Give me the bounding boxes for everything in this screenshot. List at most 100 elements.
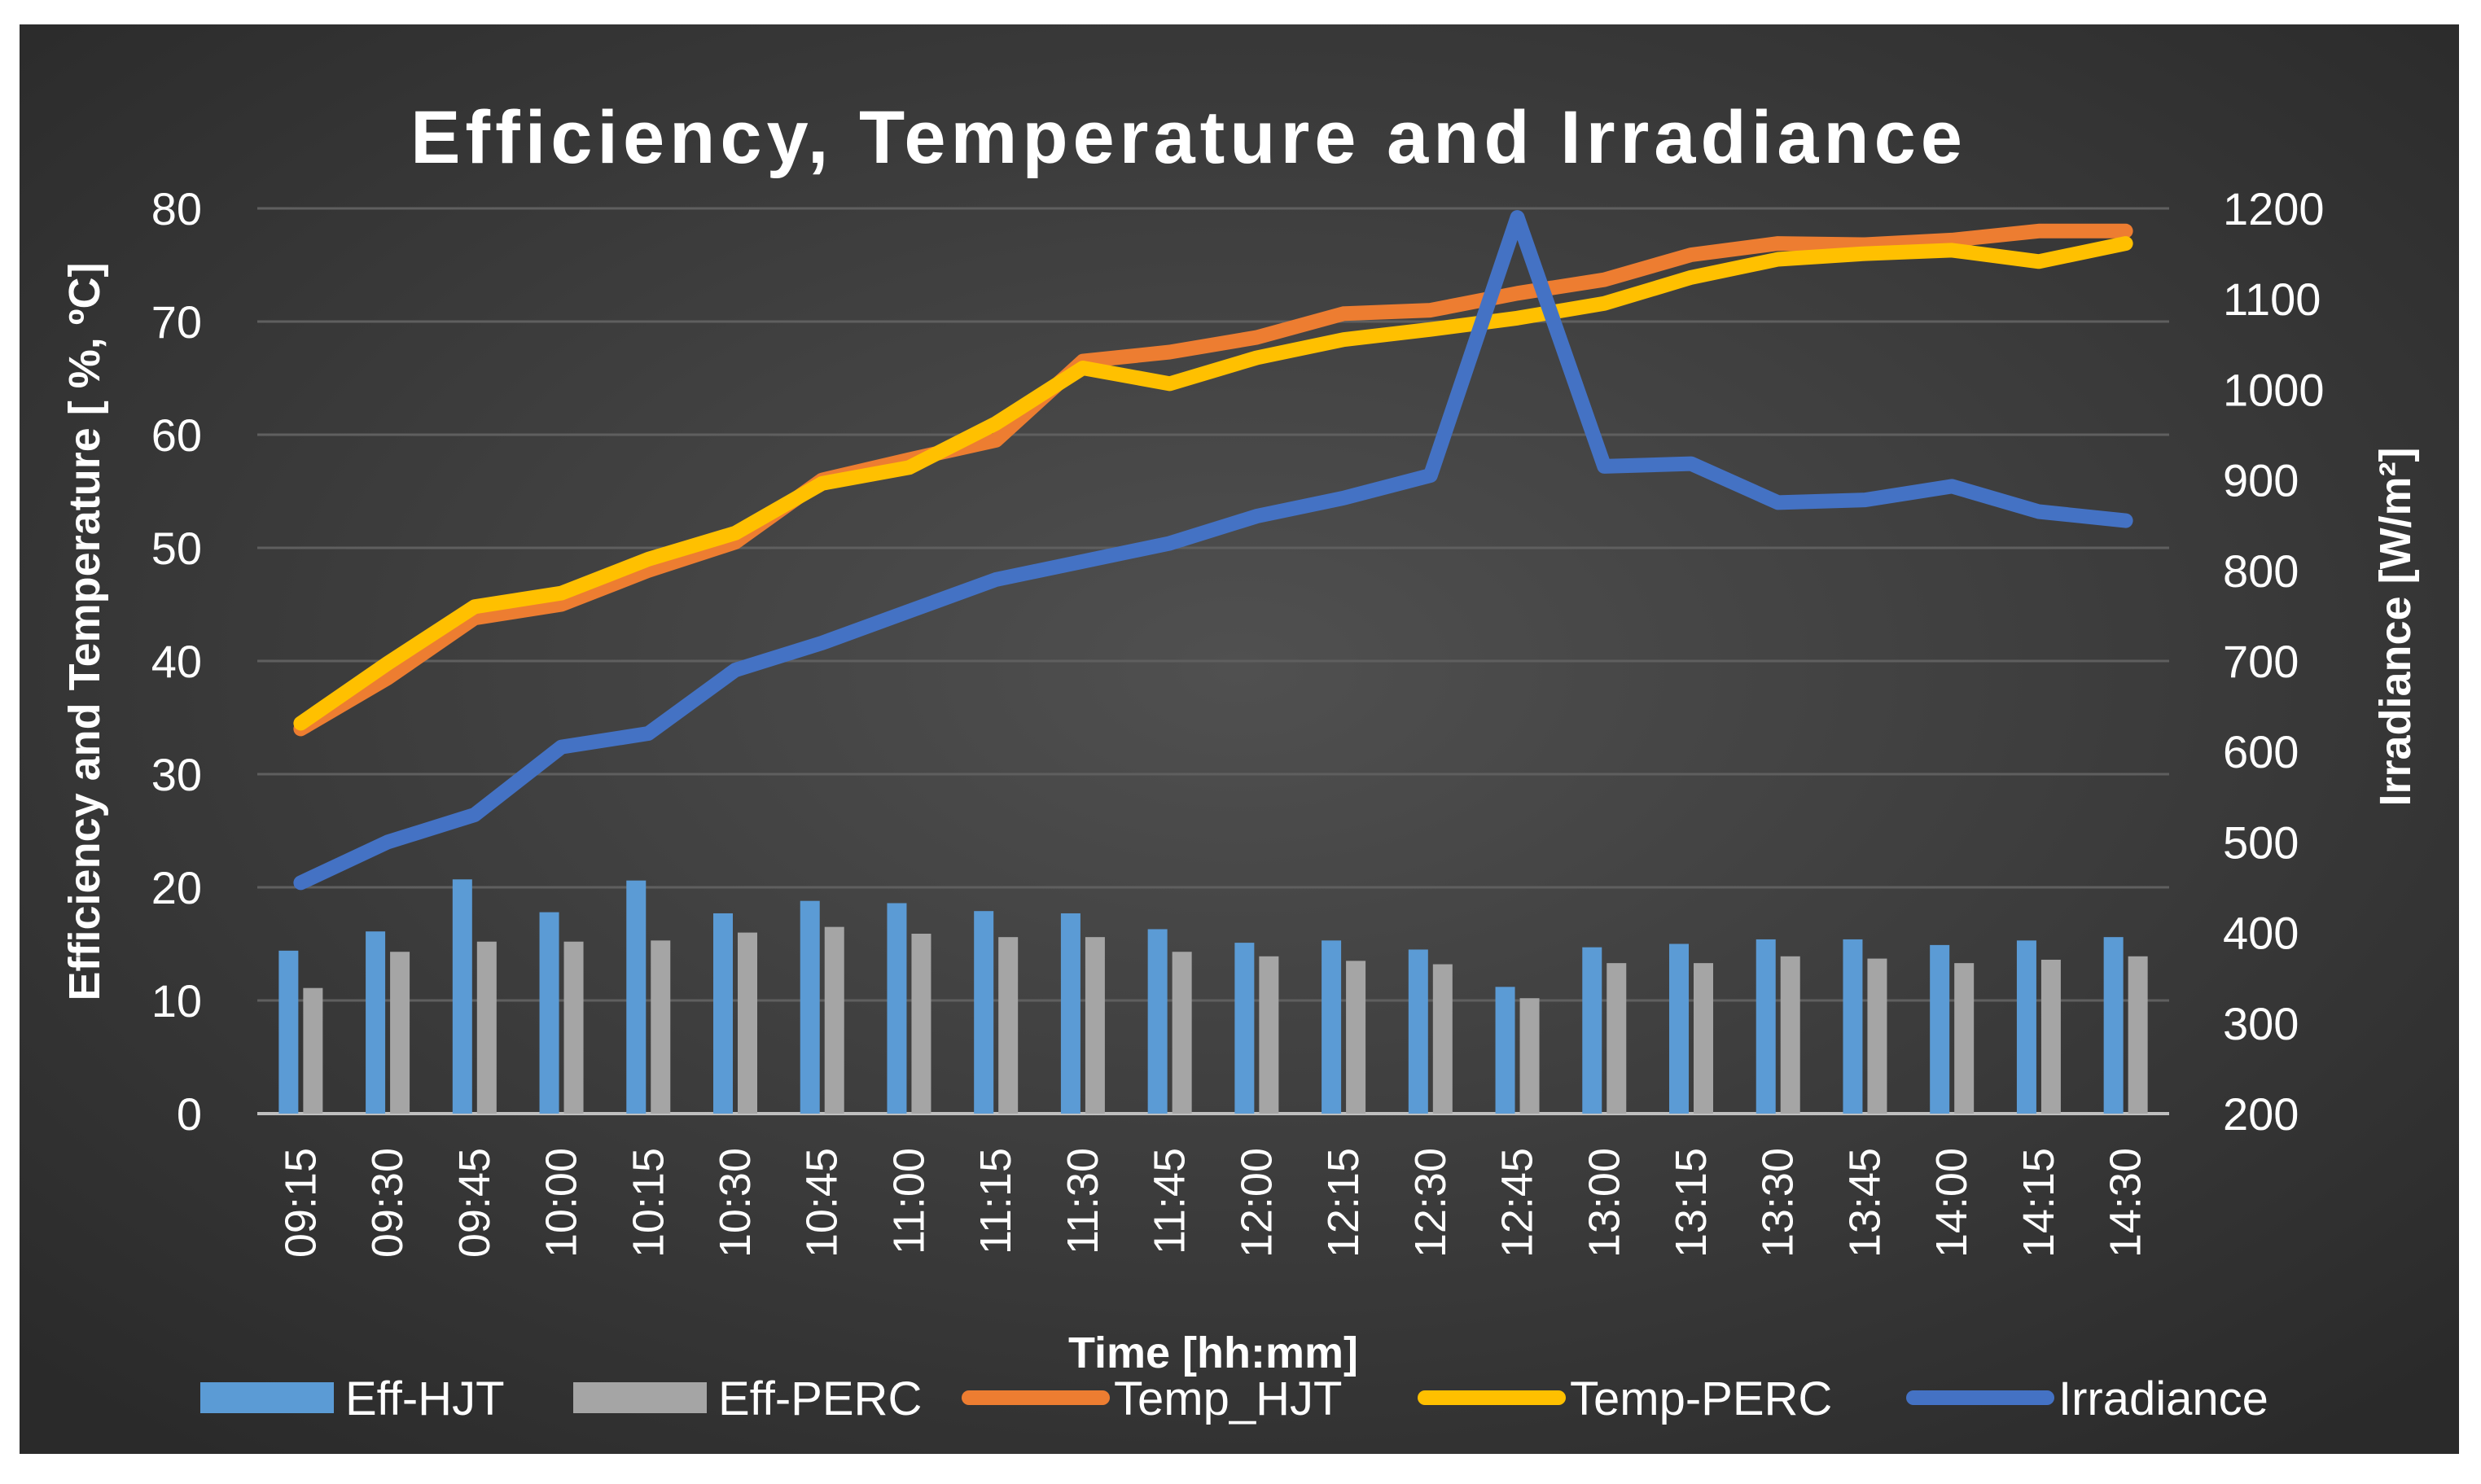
- bar-eff-perc: [2040, 959, 2061, 1114]
- legend-label: Eff-PERC: [718, 1372, 922, 1425]
- bar-eff-hjt: [2103, 937, 2124, 1114]
- legend-swatch: [573, 1382, 707, 1413]
- bar-eff-hjt: [1756, 939, 1776, 1114]
- y-right-tick-label: 1200: [2223, 183, 2325, 234]
- bar-eff-hjt: [1060, 913, 1081, 1114]
- line-temp-perc: [293, 236, 2133, 731]
- y-left-tick-label: 10: [151, 975, 202, 1027]
- legend-item: Eff-HJT: [200, 1372, 505, 1425]
- x-tick-label: 12:00: [1232, 1148, 1281, 1258]
- bar-eff-hjt: [1495, 987, 1515, 1114]
- legend-label: Irradiance: [2058, 1372, 2268, 1425]
- x-tick-label: 11:45: [1146, 1148, 1194, 1254]
- bar-eff-hjt: [539, 912, 559, 1114]
- bar-eff-perc: [1867, 958, 1887, 1114]
- x-tick-label: 13:30: [1754, 1148, 1803, 1258]
- y-right-tick-label: 600: [2223, 726, 2299, 777]
- line-temp-hjt: [293, 223, 2133, 737]
- bar-eff-hjt: [1322, 940, 1342, 1114]
- bar-eff-hjt: [626, 880, 647, 1114]
- line-irradiance: [293, 210, 2133, 891]
- bar-eff-hjt: [887, 903, 907, 1114]
- y-right-tick-label: 700: [2223, 636, 2299, 687]
- y-right-tick-label: 200: [2223, 1088, 2299, 1140]
- x-tick-label: 09:15: [276, 1148, 325, 1258]
- bar-eff-hjt: [1234, 943, 1255, 1114]
- x-tick-label: 14:15: [2014, 1148, 2063, 1258]
- y-left-tick-label: 50: [151, 523, 202, 574]
- bar-eff-perc: [651, 940, 671, 1114]
- y-right-tick-label: 400: [2223, 908, 2299, 959]
- bar-eff-perc: [303, 987, 323, 1114]
- bar-eff-perc: [998, 937, 1019, 1114]
- bar-eff-hjt: [452, 879, 472, 1114]
- bar-eff-perc: [1694, 963, 1713, 1114]
- x-tick-label: 10:30: [711, 1148, 760, 1258]
- y-right-tick-label: 1000: [2223, 364, 2325, 415]
- x-tick-label: 11:00: [884, 1148, 933, 1254]
- legend-item: Eff-PERC: [573, 1372, 922, 1425]
- x-tick-label: 10:15: [624, 1148, 673, 1258]
- x-tick-label: 12:30: [1406, 1148, 1455, 1258]
- x-tick-label: 09:30: [363, 1148, 412, 1258]
- bar-eff-perc: [1519, 998, 1540, 1114]
- x-tick-label: 14:30: [2102, 1148, 2150, 1258]
- legend-label: Temp_HJT: [1114, 1372, 1342, 1425]
- bar-eff-hjt: [1408, 949, 1428, 1114]
- y-left-tick-label: 40: [151, 636, 202, 687]
- y-axis-right-ticks: 200 300 400 500 600 700 800 900 1000 1100 1200: [2223, 183, 2325, 1140]
- x-tick-label: 11:30: [1059, 1148, 1107, 1254]
- y-right-tick-label: 1100: [2223, 274, 2321, 325]
- legend-item: Temp-PERC: [1418, 1372, 1832, 1425]
- bar-eff-perc: [2128, 956, 2148, 1114]
- bar-eff-hjt: [713, 913, 733, 1114]
- y-left-tick-label: 0: [177, 1088, 202, 1140]
- bar-eff-perc: [1780, 956, 1800, 1114]
- bar-series-group: [278, 879, 2148, 1114]
- bar-eff-hjt: [2016, 940, 2036, 1114]
- x-tick-label: 13:00: [1580, 1148, 1628, 1258]
- bar-eff-hjt: [1930, 944, 1950, 1114]
- bar-eff-hjt: [366, 931, 386, 1114]
- x-tick-label: 14:00: [1927, 1148, 1976, 1258]
- y-axis-left-ticks: 0 10 20 30 40 50 60 70 80: [151, 183, 202, 1140]
- y-left-tick-label: 20: [151, 862, 202, 913]
- y-left-tick-label: 70: [151, 296, 202, 348]
- x-tick-label: 11:15: [971, 1148, 1020, 1254]
- legend-item: Irradiance: [1906, 1372, 2268, 1425]
- bar-eff-perc: [1085, 937, 1105, 1114]
- legend-item: Temp_HJT: [962, 1372, 1342, 1425]
- x-tick-label: 10:00: [537, 1148, 586, 1258]
- x-axis-ticks: 09:15 09:30 09:45 10:00 10:15 10:30 10:45 11:00…: [276, 1148, 2150, 1258]
- bar-eff-perc: [563, 941, 584, 1114]
- y-right-tick-label: 900: [2223, 455, 2299, 506]
- bar-eff-hjt: [1843, 939, 1863, 1114]
- chart-title: Efficiency, Temperature and Irradiance: [410, 96, 1967, 179]
- bar-eff-hjt: [1147, 929, 1168, 1114]
- x-tick-label: 09:45: [450, 1148, 499, 1258]
- x-axis-title: Time [hh:mm]: [1068, 1329, 1358, 1377]
- line-series-group: [293, 210, 2133, 891]
- y-left-tick-label: 80: [151, 183, 202, 234]
- bar-eff-perc: [476, 941, 497, 1114]
- bar-eff-hjt: [278, 950, 299, 1114]
- bar-eff-hjt: [974, 911, 994, 1114]
- y-left-tick-label: 30: [151, 749, 202, 800]
- y-right-tick-label: 500: [2223, 816, 2299, 868]
- y-right-tick-label: 800: [2223, 545, 2299, 597]
- x-tick-label: 12:15: [1319, 1148, 1368, 1258]
- bar-eff-perc: [911, 933, 931, 1114]
- legend-swatch: [200, 1382, 334, 1413]
- x-tick-label: 13:15: [1667, 1148, 1716, 1258]
- bar-eff-perc: [738, 932, 757, 1114]
- y-axis-left-title: Efficiency and Temperature [ %, ºC]: [60, 263, 109, 1001]
- legend-label: Eff-HJT: [345, 1372, 505, 1425]
- y-right-tick-label: 300: [2223, 998, 2299, 1049]
- bar-eff-hjt: [1582, 947, 1602, 1114]
- bar-eff-perc: [1954, 963, 1975, 1114]
- legend-label: Temp-PERC: [1570, 1372, 1832, 1425]
- bar-eff-perc: [1607, 963, 1627, 1114]
- bar-eff-hjt: [800, 900, 820, 1114]
- x-tick-label: 12:45: [1493, 1148, 1542, 1258]
